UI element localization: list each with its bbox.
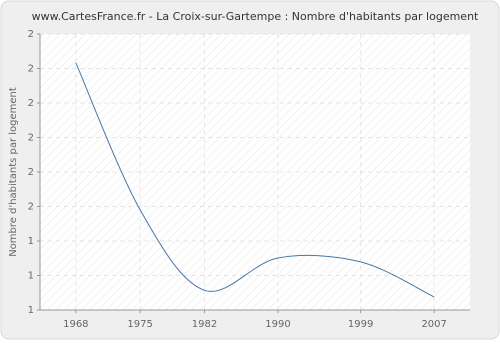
y-tick-label: 2 — [28, 202, 34, 213]
y-axis-label: Nombre d'habitants par logement — [8, 87, 19, 257]
y-tick-label: 2 — [28, 133, 34, 144]
y-tick-label: 2 — [28, 64, 34, 75]
chart-title: www.CartesFrance.fr - La Croix-sur-Garte… — [32, 10, 479, 23]
x-tick-label: 1990 — [265, 319, 290, 330]
plot-hatch — [40, 34, 470, 310]
y-tick-label: 2 — [28, 29, 34, 40]
data-line — [75, 62, 435, 298]
x-tick-label: 1999 — [348, 319, 373, 330]
y-tick-label: 1 — [28, 305, 34, 316]
y-tick-label: 1 — [28, 271, 34, 282]
x-tick-label: 1968 — [63, 319, 88, 330]
y-tick-label: 1 — [28, 236, 34, 247]
x-tick-label: 2007 — [421, 319, 446, 330]
y-tick-label: 2 — [28, 167, 34, 178]
x-tick-label: 1982 — [192, 319, 217, 330]
y-tick-label: 2 — [28, 98, 34, 109]
x-tick-label: 1975 — [127, 319, 152, 330]
